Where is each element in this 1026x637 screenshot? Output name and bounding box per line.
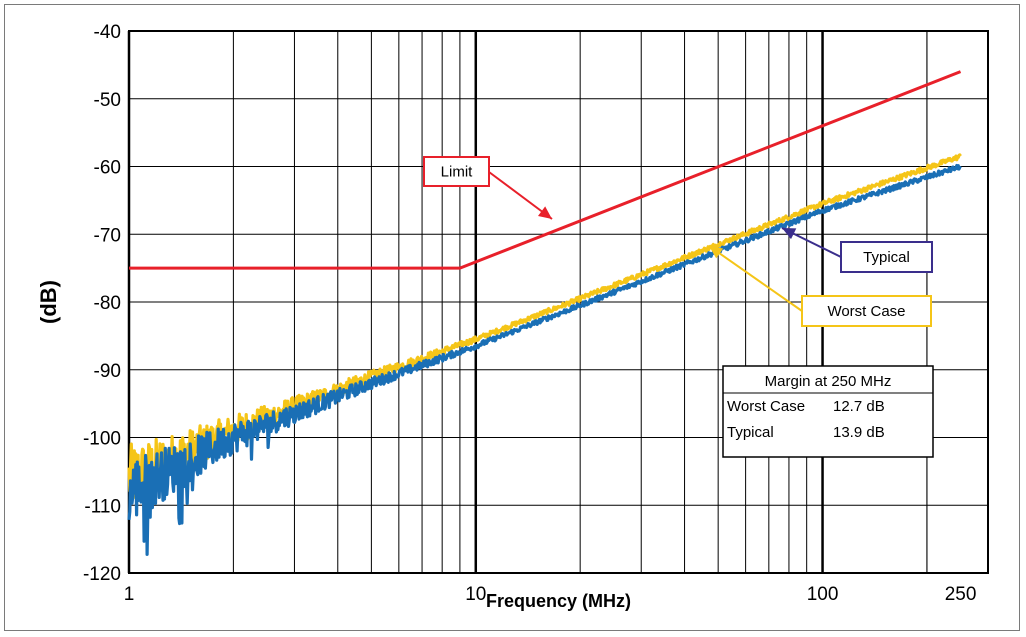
worst-case-callout-arrow [708, 245, 803, 312]
margin-table-box [722, 365, 934, 458]
y-axis-label: (dB) [36, 280, 61, 324]
x-tick-label: 250 [945, 584, 977, 605]
y-tick-label: -40 [94, 22, 121, 43]
limit-callout-arrowhead [537, 206, 552, 219]
margin-table-row-label: Typical [727, 424, 774, 441]
margin-table: Margin at 250 MHz Worst Case 12.7 dB Typ… [722, 365, 934, 458]
typical-callout-box [840, 241, 933, 273]
y-tick-label: -100 [83, 429, 121, 450]
y-tick-label: -50 [94, 90, 121, 111]
worst-case-callout-box [801, 295, 932, 327]
limit-callout-box [423, 156, 490, 187]
typical-callout-arrowhead [782, 228, 797, 240]
margin-table-title: Margin at 250 MHz [765, 373, 892, 390]
worst-case-callout-arrowhead [709, 246, 724, 259]
worst-case-callout-label: Worst Case [827, 303, 905, 320]
limit-callout: Limit [423, 156, 553, 220]
limit-callout-label: Limit [441, 164, 474, 181]
series-line-typical [127, 163, 962, 556]
typical-callout-label: Typical [863, 249, 910, 266]
margin-table-row-value: 12.7 dB [833, 398, 885, 415]
limit-callout-arrow [488, 171, 553, 220]
worst-case-callout: Worst Case [708, 245, 932, 327]
y-tick-label: -70 [94, 225, 121, 246]
y-tick-label: -80 [94, 293, 121, 314]
series [127, 70, 962, 556]
y-tick-label: -60 [94, 158, 121, 179]
x-tick-label: 10 [465, 584, 486, 605]
typical-callout: Typical [781, 227, 933, 273]
margin-table-row-label: Worst Case [727, 398, 805, 415]
x-axis-label: Frequency (MHz) [486, 591, 631, 611]
margin-table-row-value: 13.9 dB [833, 424, 885, 441]
y-tick-label: -120 [83, 564, 121, 585]
x-tick-label: 1 [124, 584, 135, 605]
x-tick-label: 100 [807, 584, 839, 605]
y-tick-label: -110 [84, 496, 121, 517]
plot-border [128, 30, 989, 574]
series-line-limit [129, 70, 962, 270]
y-tick-label: -90 [94, 361, 121, 382]
